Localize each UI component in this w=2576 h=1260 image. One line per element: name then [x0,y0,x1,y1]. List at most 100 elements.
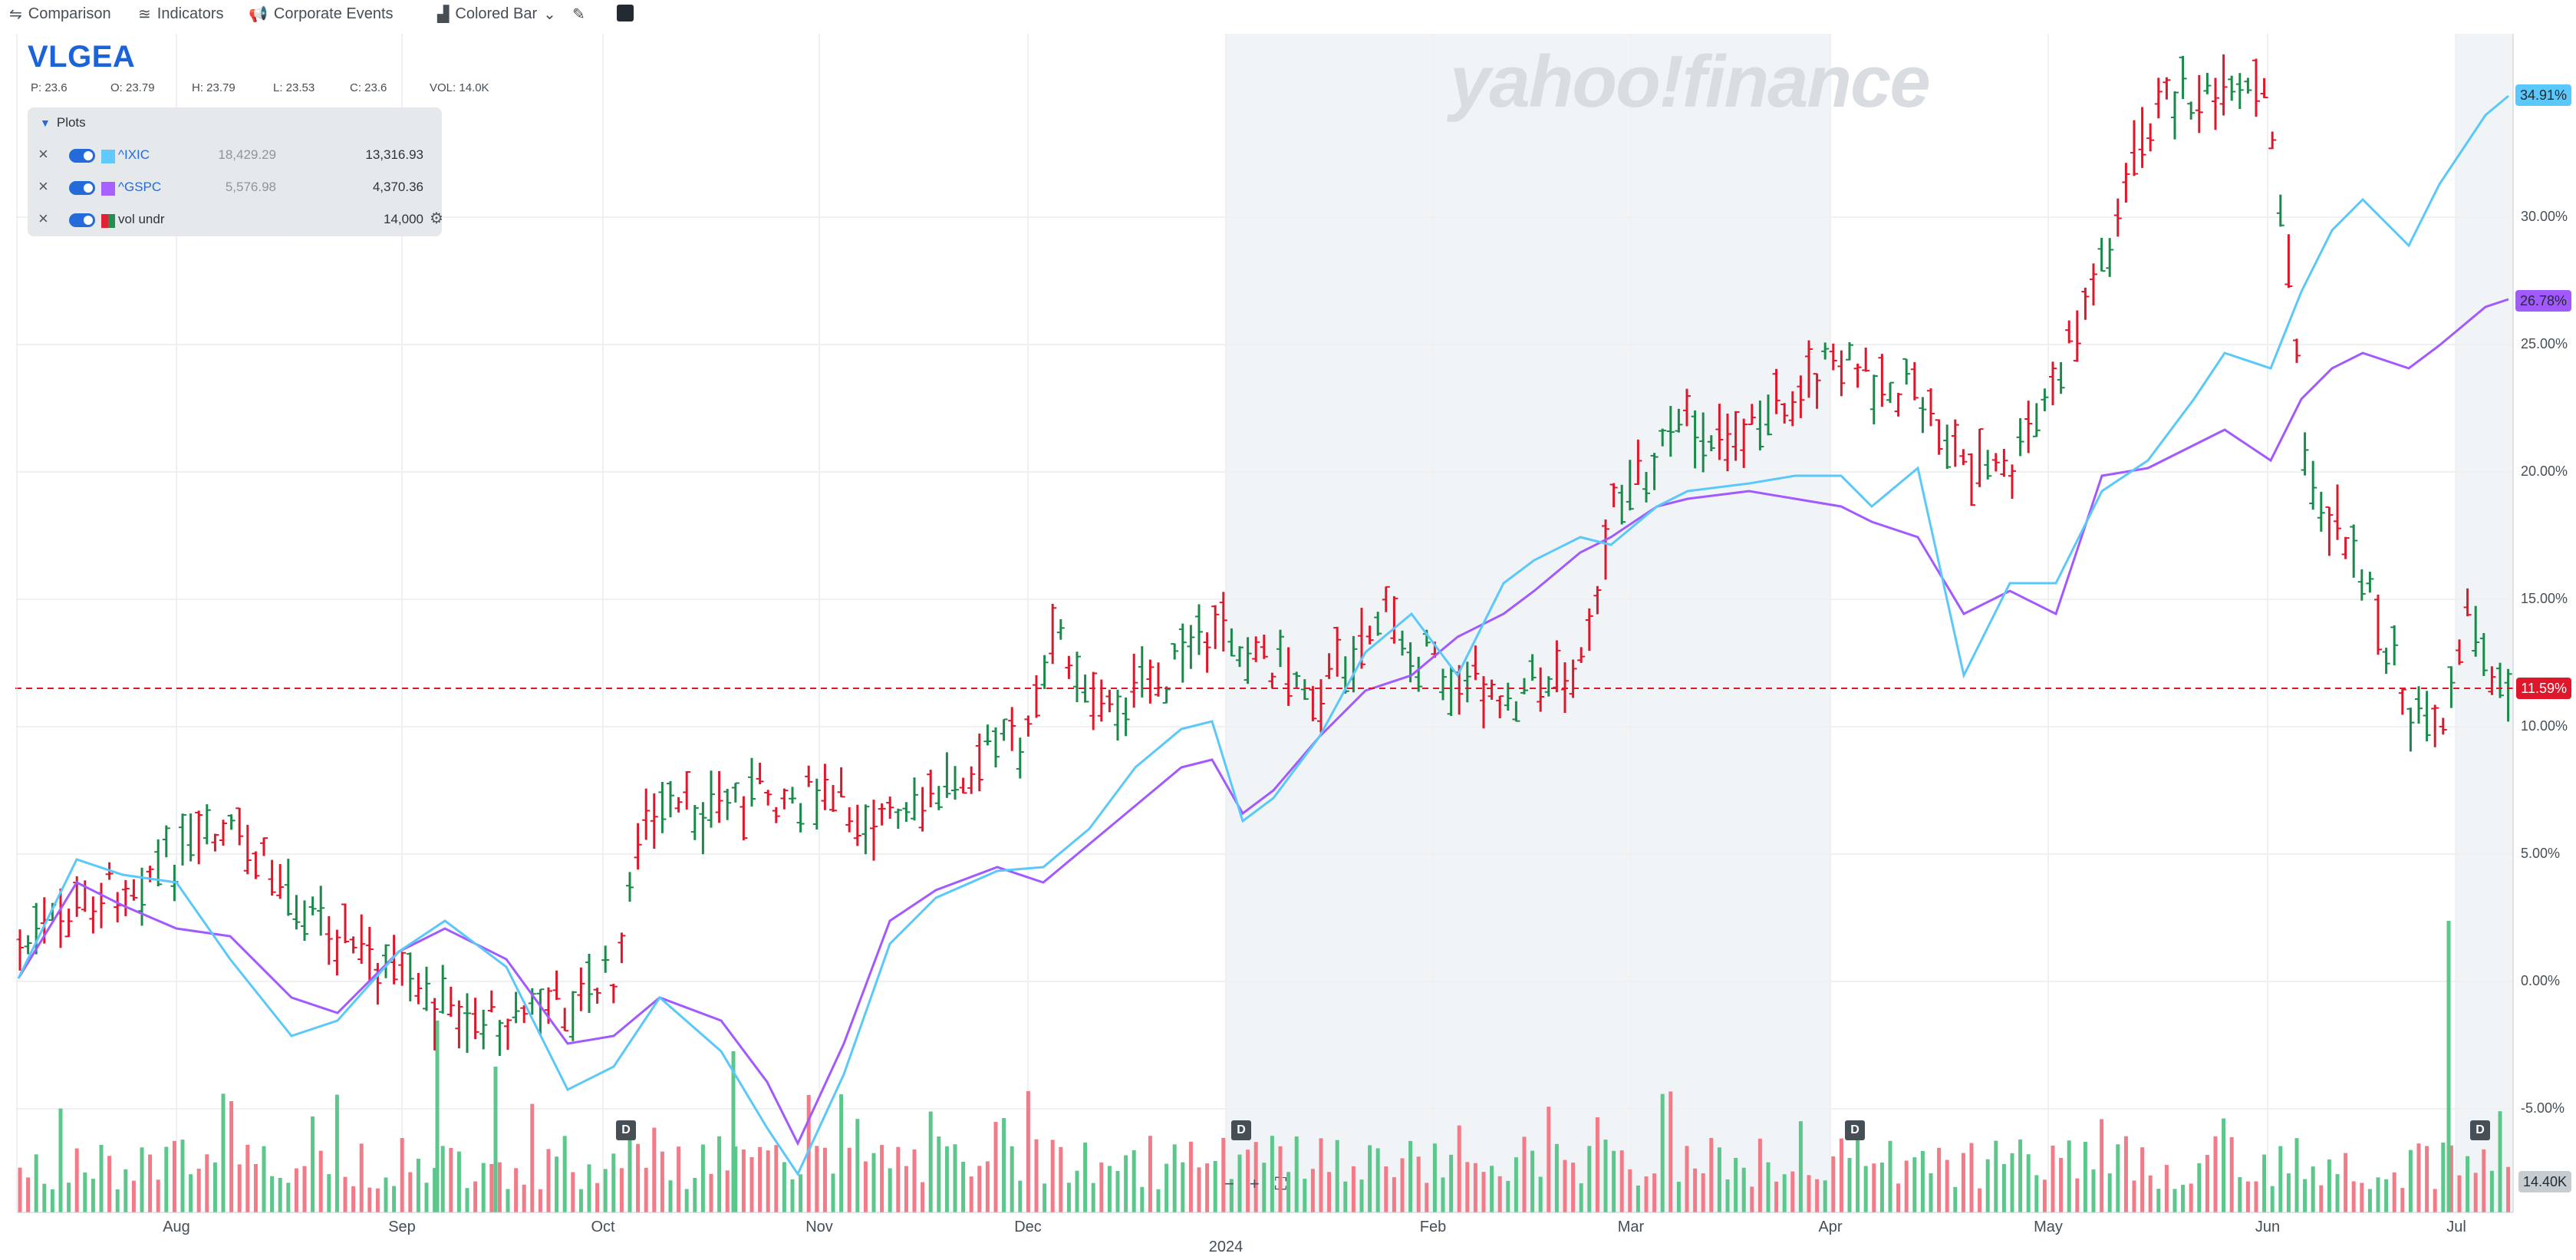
volume-bar [530,1103,535,1212]
visibility-toggle[interactable] [69,213,95,227]
volume-bar [1709,1137,1714,1212]
corporate-events-button[interactable]: 📢 Corporate Events [249,5,394,24]
volume-bar [749,1156,754,1212]
volume-bar [799,1174,803,1212]
volume-bar [26,1177,31,1212]
volume-bar [2107,1173,2112,1212]
volume-bar [1416,1156,1421,1212]
volume-bar [741,1150,746,1212]
volume-bar [1595,1117,1599,1212]
volume-bar [2489,1170,2494,1212]
volume-value: VOL: 14.0K [430,81,489,94]
volume-bar [2367,1189,2372,1212]
volume-bar [1920,1150,1925,1212]
indicators-button[interactable]: ≊ Indicators [138,5,223,24]
volume-bar [1807,1175,1811,1212]
volume-bar [2446,921,2451,1212]
color-swatch[interactable] [101,214,115,228]
visibility-toggle[interactable] [69,181,95,195]
volume-bar [2229,1136,2234,1212]
volume-bar [1652,1173,1657,1212]
volume-bar [1628,1169,1632,1212]
volume-bar [1156,1189,1161,1212]
volume-bar [668,1180,673,1212]
volume-bar [731,1051,736,1212]
volume-bar [343,1176,348,1212]
volume-bar [456,1151,461,1212]
volume-bar [1757,1138,1762,1212]
volume-bar [1481,1172,1486,1212]
volume-bar [1319,1138,1323,1212]
volume-bar [1310,1169,1315,1212]
volume-bar [2416,1143,2421,1212]
volume-bar [58,1108,63,1212]
volume-bar [2286,1173,2291,1212]
volume-bar [1115,1171,1120,1212]
dividend-marker[interactable]: D [1231,1120,1251,1140]
volume-bar [2376,1177,2380,1212]
comparison-button[interactable]: ⇋ Comparison [9,5,111,24]
close-icon[interactable]: × [38,144,48,163]
volume-bar [1034,1139,1039,1212]
close-icon[interactable]: × [38,209,48,228]
volume-bar [1863,1166,1868,1212]
dividend-marker[interactable]: D [2470,1120,2490,1140]
x-tick-label: Nov [805,1219,833,1235]
zoom-in-button[interactable]: + [1249,1174,1260,1193]
volume-bar [644,1167,648,1212]
dividend-marker[interactable]: D [1845,1120,1865,1140]
volume-bar [2351,1181,2356,1212]
ohlc-bars [16,54,2512,1057]
volume-bar [1676,1181,1681,1212]
volume-bar [196,1169,201,1212]
chart-type-dropdown[interactable]: ▟ Colored Bar ⌄ [437,5,556,24]
volume-bar [493,1067,498,1212]
volume-bar [1237,1154,1242,1212]
gear-icon[interactable]: ⚙ [430,210,443,227]
volume-bar [229,1101,234,1212]
volume-bar [758,1146,763,1212]
zoom-out-button[interactable]: − [1224,1174,1234,1193]
draw-button[interactable]: ✎ [572,5,585,24]
volume-bar [1335,1140,1339,1212]
corporate-events-label: Corporate Events [273,5,394,22]
color-swatch[interactable] [101,182,115,196]
volume-bar [2116,1144,2120,1212]
volume-bar [1375,1148,1380,1212]
volume-bar [871,1153,876,1212]
volume-bar [1132,1150,1136,1212]
volume-bar [1961,1153,1965,1212]
volume-bar [2140,1147,2145,1212]
volume-bar [1221,1137,1226,1212]
volume-bar [1668,1091,1673,1212]
dividend-marker[interactable]: D [616,1120,636,1140]
volume-bar [91,1179,95,1212]
volume-bar [302,1166,307,1212]
close-icon[interactable]: × [38,176,48,196]
volume-bar [2156,1189,2161,1212]
volume-bar [1587,1146,1592,1212]
volume-bar [1278,1146,1283,1212]
volume-bar [1823,1180,1827,1212]
chart-shade-q1 [1226,34,1830,1212]
ticker-symbol[interactable]: VLGEA [28,40,136,74]
settings-square-button[interactable] [617,5,634,21]
volume-bar [2441,1142,2446,1212]
visibility-toggle[interactable] [69,149,95,163]
volume-bar [205,1154,209,1212]
fit-screen-button[interactable]: ⛶ [1274,1174,1287,1193]
volume-bar [1741,1167,1746,1212]
plots-header[interactable]: ▼ Plots [40,115,86,130]
volume-bar [2473,1173,2478,1212]
y-tick-label: 0.00% [2521,973,2561,988]
volume-bar [2335,1174,2340,1212]
volume-bar [806,1094,811,1212]
volume-bar [180,1140,185,1212]
volume-bar [1522,1136,1527,1212]
volume-bar [270,1176,275,1212]
volume-bar [1514,1157,1518,1212]
volume-bar [700,1144,705,1212]
color-swatch[interactable] [101,150,115,163]
volume-bar [1229,1179,1234,1212]
